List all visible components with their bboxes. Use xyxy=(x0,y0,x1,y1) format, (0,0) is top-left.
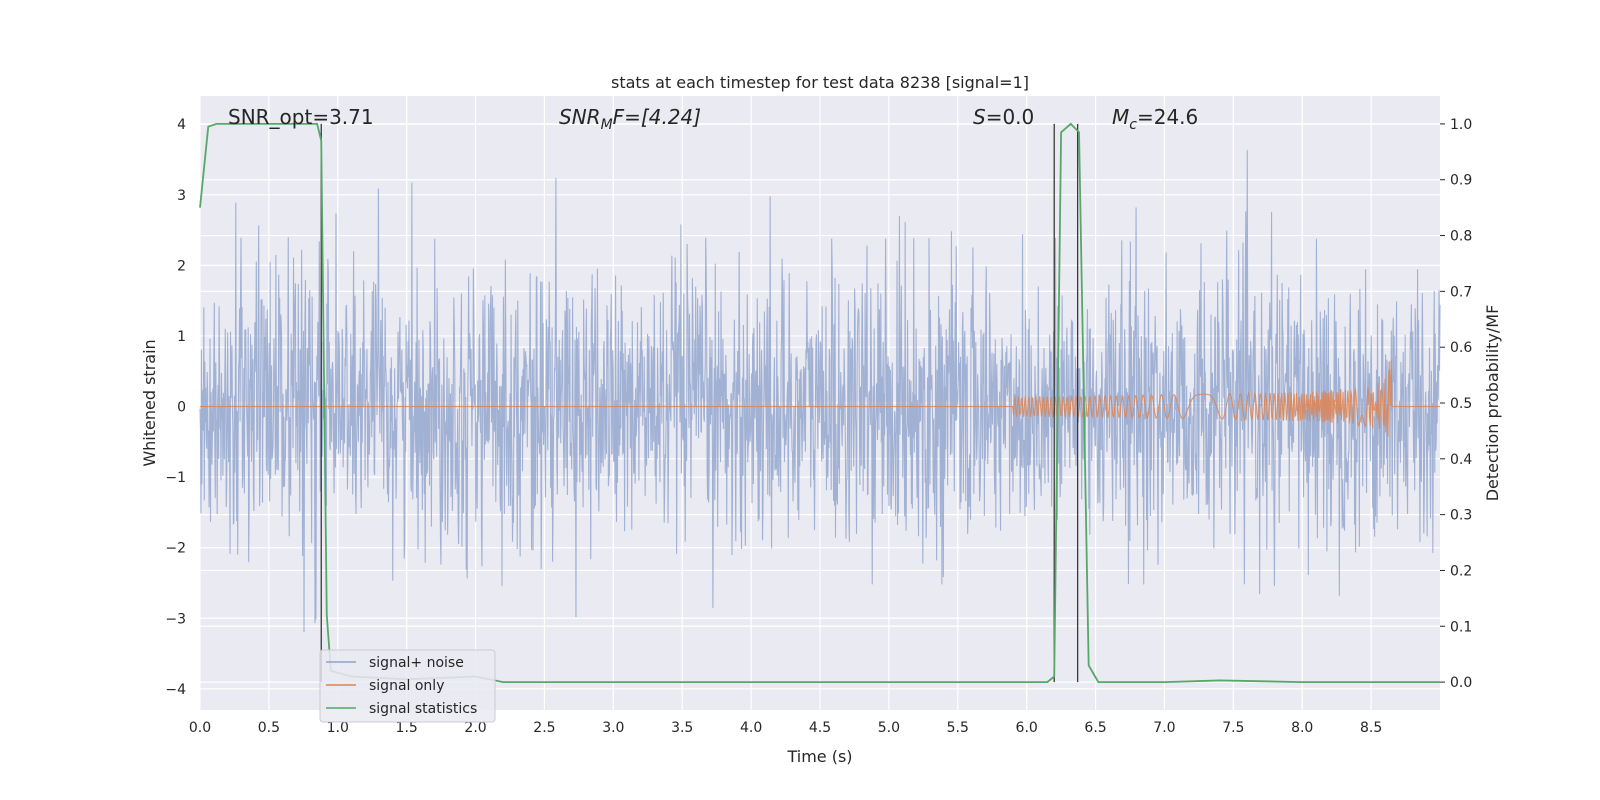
legend-box xyxy=(319,649,496,723)
x-tick-label: 6.5 xyxy=(1084,720,1106,736)
y-left-tick-label: 0 xyxy=(177,400,186,416)
chart-title: stats at each timestep for test data 823… xyxy=(611,73,1029,92)
annotation-snr-opt: SNR_opt=3.71 xyxy=(228,105,374,129)
annotation-snr-mf-sub: M xyxy=(601,117,613,133)
y-right-tick-label: 0.3 xyxy=(1450,508,1472,524)
x-tick-label: 6.0 xyxy=(1016,720,1038,736)
y-right-tick-label: 0.5 xyxy=(1450,396,1472,412)
x-tick-label: 1.0 xyxy=(327,720,349,736)
signal-statistics-series xyxy=(199,122,1440,683)
legend-label-signal: signal only xyxy=(369,678,444,694)
annotation-snr-mf: SNRMF=[4.24] xyxy=(559,105,701,133)
x-tick-label: 5.0 xyxy=(878,720,900,736)
signal-statistics-line xyxy=(199,122,1440,683)
x-tick-label: 8.0 xyxy=(1291,720,1313,736)
y-left-tick-label: −1 xyxy=(165,470,186,486)
y-left-tick-label: −4 xyxy=(165,682,186,698)
signal-noise-series xyxy=(199,150,1441,632)
y-axis-label-right: Detection probability/MF xyxy=(1483,305,1502,502)
x-tick-label: 0.0 xyxy=(189,720,211,736)
annotation-mc-sub: c xyxy=(1129,117,1137,133)
signal-only-line xyxy=(200,360,1440,437)
x-tick-label: 2.0 xyxy=(464,720,486,736)
signal-noise-line xyxy=(199,150,1441,632)
x-tick-label: 5.5 xyxy=(947,720,969,736)
y-right-tick-label: 1.0 xyxy=(1450,117,1472,133)
y-left-tick-label: −3 xyxy=(165,611,186,627)
annotation-s: S=0.0 xyxy=(973,105,1034,129)
annotation-snr-mf-main: SNR xyxy=(559,105,601,129)
y-right-tick-label: 0.4 xyxy=(1450,452,1472,468)
x-tick-labels: 0.0 0.5 1.0 1.5 2.0 2.5 3.0 3.5 4.0 4.5 5.0 5.5 6.0 6… xyxy=(189,720,1382,736)
x-tick-label: 1.5 xyxy=(396,720,418,736)
legend: signal+ noise signal only signal statist… xyxy=(319,649,496,723)
y-left-tick-label: 2 xyxy=(177,258,186,274)
x-axis-label: Time (s) xyxy=(786,747,852,766)
y-axis-label-left: Whitened strain xyxy=(140,339,159,466)
y-right-tick-label: 0.7 xyxy=(1450,284,1472,300)
annotation-mc-rest: =24.6 xyxy=(1137,105,1198,129)
y-right-tick-label: 0.6 xyxy=(1450,340,1472,356)
signal-only-series xyxy=(200,360,1440,437)
x-tick-label: 4.5 xyxy=(809,720,831,736)
y-right-tick-label: 0.9 xyxy=(1450,173,1472,189)
y-right-tick-label: 0.8 xyxy=(1450,229,1472,245)
annotation-s-var: S xyxy=(973,105,986,129)
annotation-mc: Mc=24.6 xyxy=(1112,105,1198,133)
x-tick-label: 3.0 xyxy=(602,720,624,736)
x-tick-label: 8.5 xyxy=(1360,720,1382,736)
legend-label-statistics: signal statistics xyxy=(369,701,477,717)
y-right-tick-labels: 1.0 0.9 0.8 0.7 0.6 0.5 0.4 0.3 0.2 0.1 0.0 xyxy=(1440,117,1472,691)
y-left-tick-labels: 4 3 2 1 0 −1 −2 −3 −4 xyxy=(165,117,186,698)
x-tick-label: 7.5 xyxy=(1222,720,1244,736)
y-right-tick-label: 0.1 xyxy=(1450,619,1472,635)
x-tick-label: 2.5 xyxy=(533,720,555,736)
x-tick-label: 3.5 xyxy=(671,720,693,736)
legend-label-noise: signal+ noise xyxy=(369,655,464,671)
y-right-tick-label: 0.2 xyxy=(1450,563,1472,579)
annotation-s-rest: =0.0 xyxy=(986,105,1035,129)
x-tick-label: 0.5 xyxy=(258,720,280,736)
x-tick-label: 4.0 xyxy=(740,720,762,736)
y-left-tick-label: 4 xyxy=(177,117,186,133)
annotation-snr-mf-rest: F=[4.24] xyxy=(613,105,701,129)
annotation-mc-var: M xyxy=(1112,105,1129,129)
x-tick-label: 7.0 xyxy=(1153,720,1175,736)
y-right-tick-label: 0.0 xyxy=(1450,675,1472,691)
y-left-tick-label: 1 xyxy=(177,329,186,345)
y-left-tick-label: −2 xyxy=(165,541,186,557)
y-left-tick-label: 3 xyxy=(177,188,186,204)
